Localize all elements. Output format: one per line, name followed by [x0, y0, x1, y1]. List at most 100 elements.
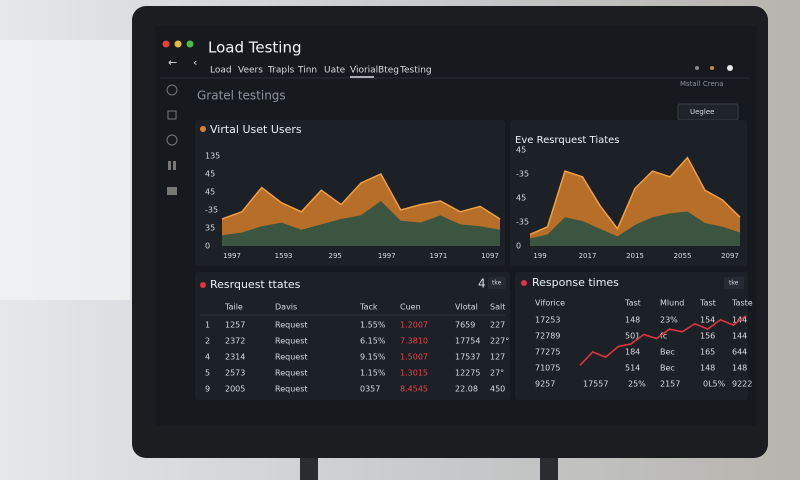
table-cell: 644 — [732, 348, 747, 357]
table-cell: 227° — [490, 337, 509, 346]
area — [222, 201, 500, 246]
table-cell: 2005 — [225, 385, 245, 394]
table-header: Taste — [731, 299, 753, 308]
side-icon[interactable] — [167, 110, 177, 120]
table-cell: 17754 — [455, 337, 480, 346]
table-cell: 127 — [490, 353, 505, 362]
nav-item[interactable]: Tinn — [297, 66, 317, 76]
x-tick-label: 2015 — [626, 252, 644, 260]
x-tick-label: 1097 — [481, 252, 499, 260]
table-cell: 25% — [628, 380, 646, 389]
y-tick-label: 0 — [516, 242, 521, 251]
chart-title: Virtal Uset Users — [210, 123, 302, 136]
table-header: Taile — [224, 303, 243, 312]
x-tick-label: 295 — [329, 252, 342, 260]
window-dot — [162, 40, 170, 48]
nav-item[interactable]: Viorial — [350, 66, 378, 76]
table-cell: 27° — [490, 369, 504, 378]
x-tick-label: 199 — [533, 252, 546, 260]
table-count: 4 — [478, 277, 486, 291]
side-icon[interactable] — [166, 134, 178, 146]
icon — [710, 66, 714, 70]
table-cell: 7659 — [455, 321, 475, 330]
table-cell: fc — [660, 332, 667, 341]
table-header: Tast — [699, 299, 716, 308]
y-tick-label: 45 — [516, 194, 526, 203]
y-tick-label: 135 — [205, 152, 220, 161]
table-cell: 154 — [700, 316, 715, 325]
window-dot — [174, 40, 182, 48]
small-button[interactable] — [488, 277, 506, 289]
nav-item[interactable]: Trapls — [267, 66, 295, 76]
table-cell: 144 — [732, 332, 747, 341]
table-cell: 2573 — [225, 369, 245, 378]
table-cell: 2157 — [660, 380, 680, 389]
x-tick-label: 2097 — [721, 252, 739, 260]
table-cell: 17557 — [583, 380, 608, 389]
table-cell: 148 — [700, 364, 715, 373]
button-label[interactable]: Ueglee — [690, 108, 714, 116]
table-cell: 0L5% — [703, 380, 726, 389]
table-cell: 5 — [205, 369, 210, 378]
nav-item[interactable]: Load — [210, 66, 232, 76]
table-cell: 148 — [732, 364, 747, 373]
prev-icon[interactable]: ‹ — [193, 56, 197, 69]
table-cell: Request — [275, 337, 308, 346]
table-cell: Request — [275, 369, 308, 378]
x-tick-label: 2055 — [674, 252, 692, 260]
table-header: Cuen — [400, 303, 421, 312]
side-icon[interactable] — [167, 187, 177, 195]
table-cell: 23% — [660, 316, 678, 325]
table-cell: 12275 — [455, 369, 480, 378]
table-header: Salt — [490, 303, 505, 312]
panel-dot — [521, 280, 527, 286]
y-tick-label: -35 — [516, 170, 529, 179]
table-header: Tast — [624, 299, 641, 308]
table-cell: 501 — [625, 332, 640, 341]
table-header: Davis — [275, 303, 297, 312]
y-tick-label: 35 — [205, 224, 215, 233]
x-tick-label: 2017 — [579, 252, 597, 260]
x-tick-label: 1997 — [223, 252, 241, 260]
table-cell: 7.3810 — [400, 337, 428, 346]
table-cell: 72789 — [535, 332, 560, 341]
table-cell: 77275 — [535, 348, 560, 357]
table-cell: Request — [275, 353, 308, 362]
small-button-label[interactable]: tke — [729, 280, 739, 287]
y-tick-label: 45 — [205, 188, 215, 197]
table-cell: 2372 — [225, 337, 245, 346]
chart-title: Eve Resrquest Tiates — [515, 135, 620, 146]
y-tick-label: -35 — [205, 206, 218, 215]
table-header: Vlotal — [455, 303, 478, 312]
nav-item[interactable]: Uate — [324, 66, 346, 76]
table-cell: 2 — [205, 337, 210, 346]
app-title: Load Testing — [208, 39, 302, 57]
table-cell: 1.55% — [360, 321, 386, 330]
table-cell: 227 — [490, 321, 505, 330]
table-cell: 514 — [625, 364, 640, 373]
table-cell: 0357 — [360, 385, 380, 394]
nav-item[interactable]: Veers — [238, 66, 263, 76]
small-button-label[interactable]: tke — [492, 280, 502, 287]
table-cell: 450 — [490, 385, 505, 394]
table-cell: 17537 — [455, 353, 480, 362]
side-icon[interactable] — [173, 161, 176, 170]
nav-item[interactable]: Bteg — [378, 66, 399, 76]
side-icon[interactable] — [166, 84, 178, 96]
table-cell: 71075 — [535, 364, 560, 373]
table-cell: 1.5007 — [400, 353, 428, 362]
nav-item[interactable]: Testing — [399, 66, 432, 76]
table-cell: 1.15% — [360, 369, 386, 378]
sidebar — [166, 84, 178, 195]
y-tick-label: 0 — [205, 242, 210, 251]
table-cell: 148 — [625, 316, 640, 325]
table-cell: 9222 — [732, 380, 752, 389]
window-dot — [186, 40, 194, 48]
table-cell: 6.15% — [360, 337, 386, 346]
small-button[interactable] — [724, 277, 744, 289]
back-icon[interactable]: ← — [168, 56, 177, 69]
y-tick-label: -35 — [516, 218, 529, 227]
side-icon[interactable] — [168, 161, 171, 170]
table-cell: 2314 — [225, 353, 245, 362]
